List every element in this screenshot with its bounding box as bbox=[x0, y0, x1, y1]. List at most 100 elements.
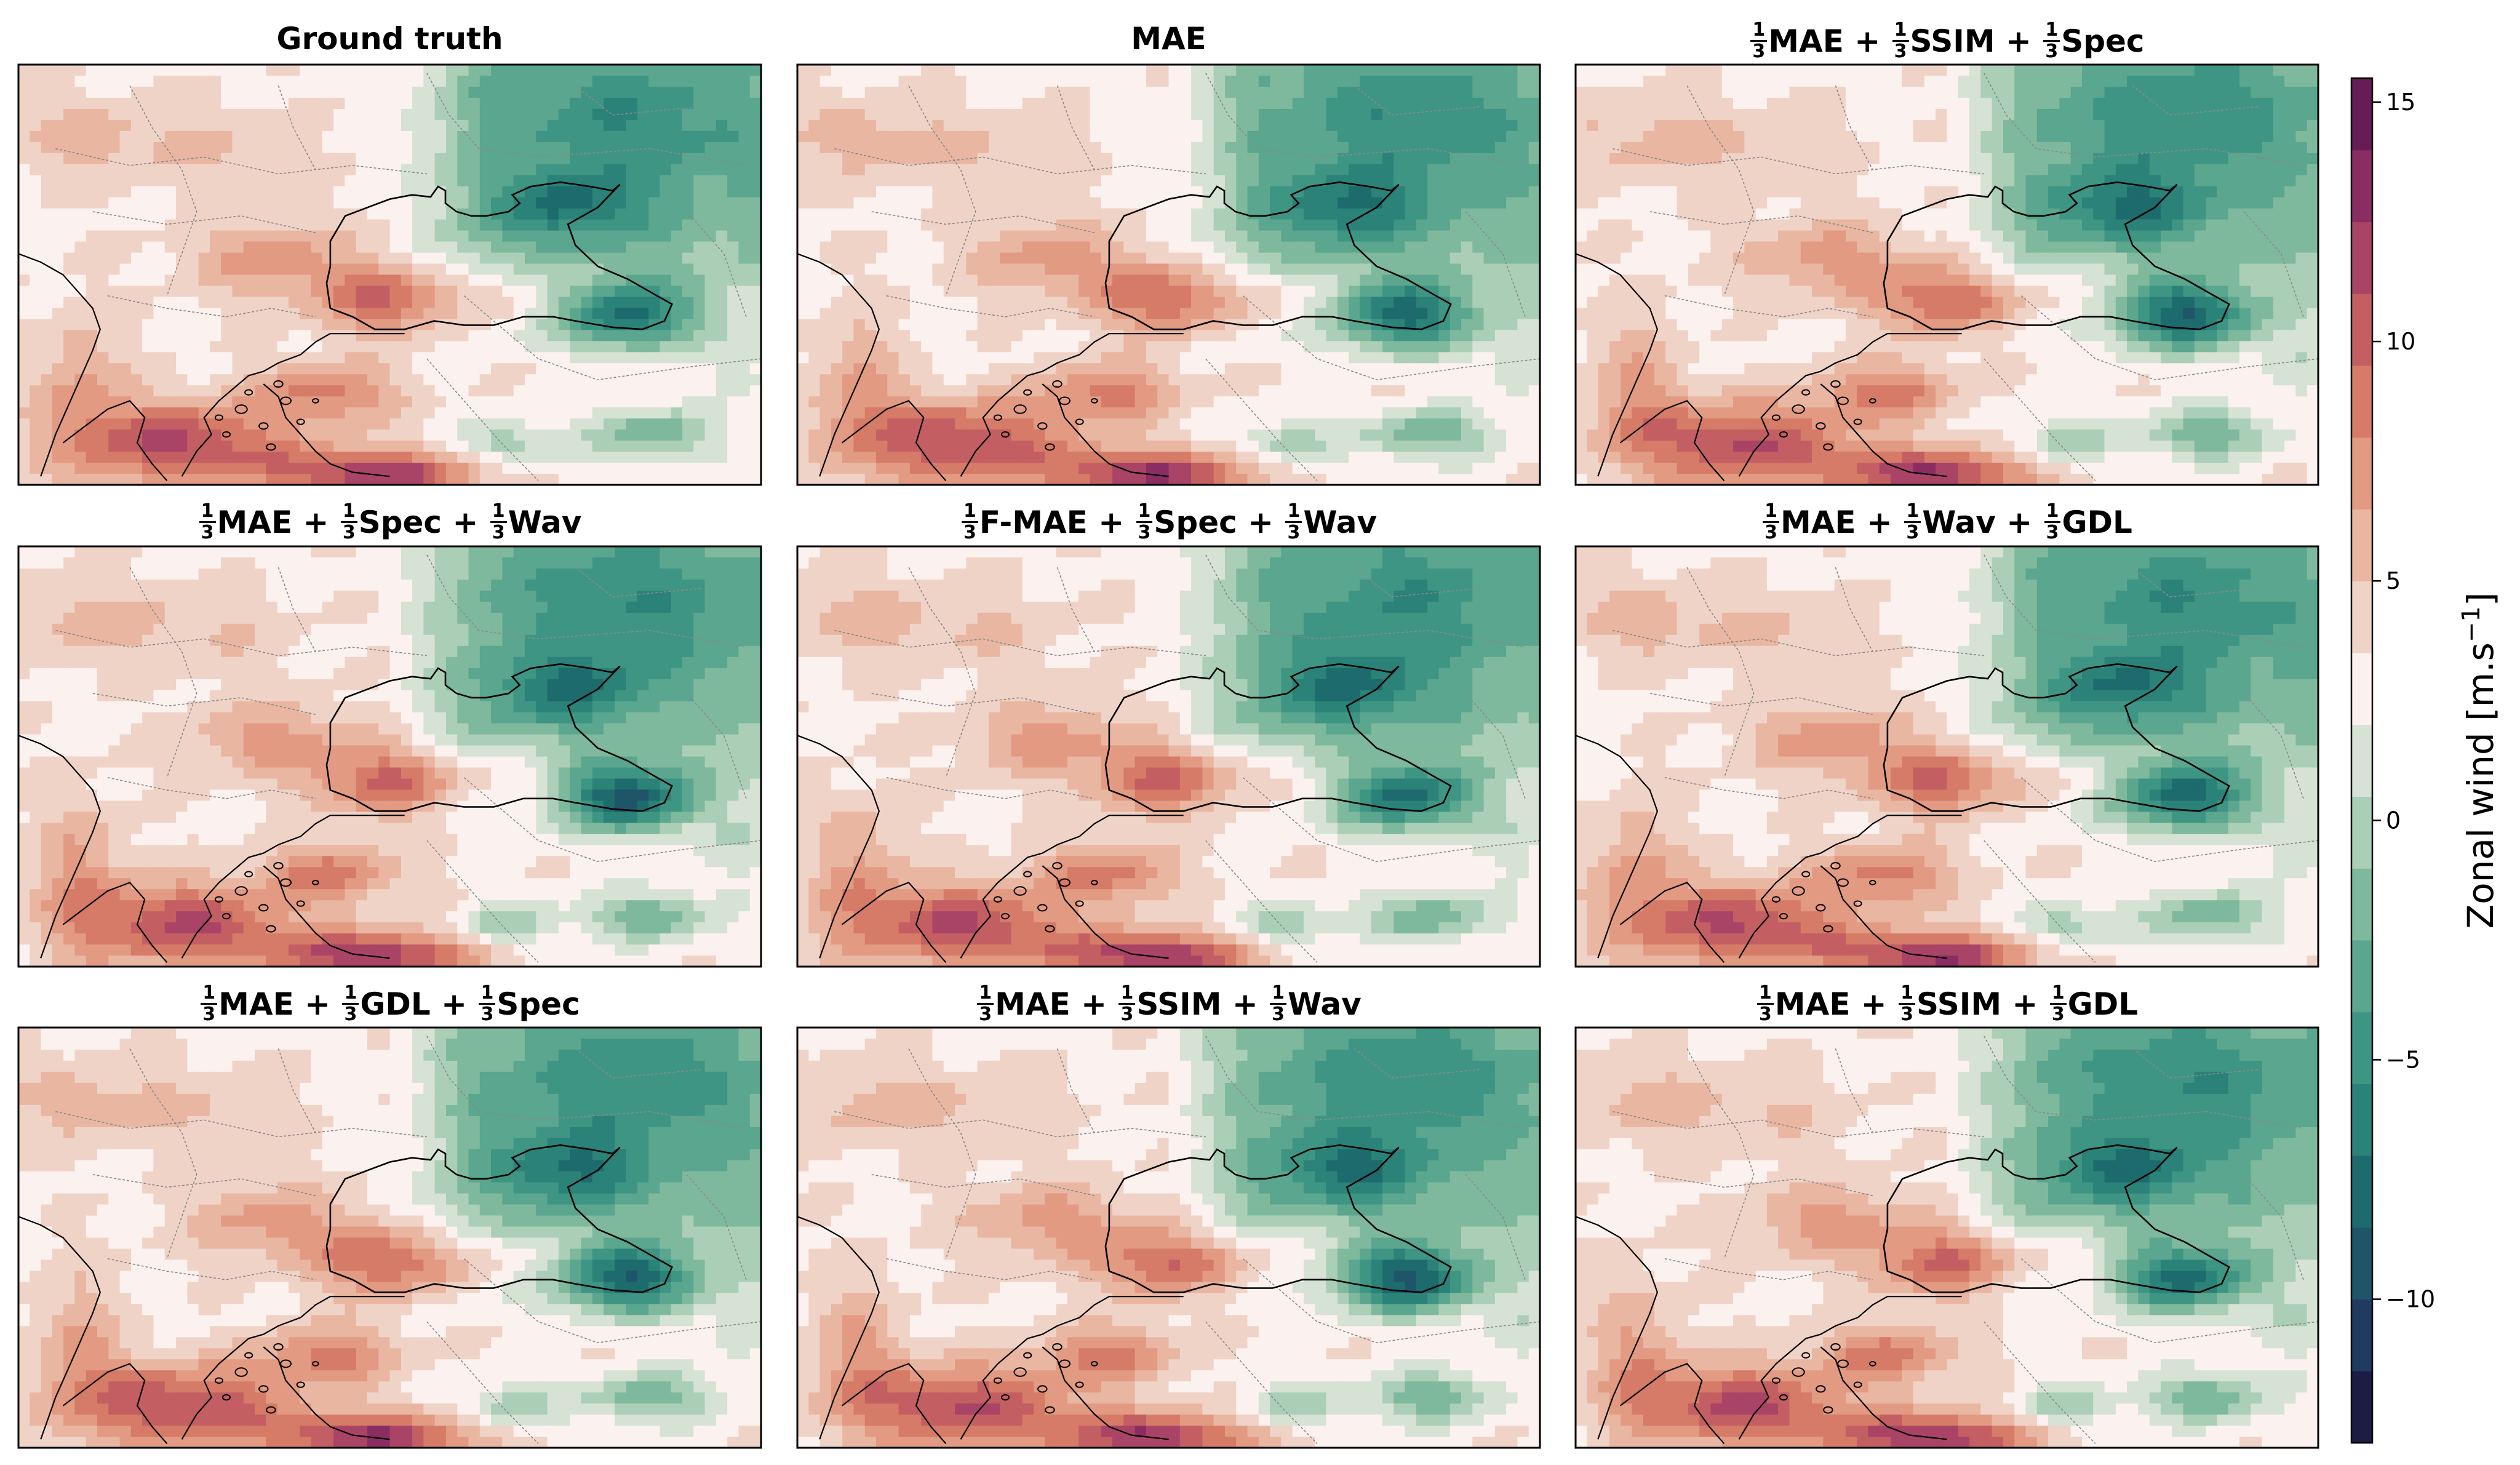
map-cell bbox=[1360, 219, 1372, 231]
map-cell bbox=[18, 274, 31, 287]
map-cell bbox=[378, 363, 391, 375]
map-cell bbox=[693, 241, 706, 253]
map-cell bbox=[876, 385, 888, 397]
map-cell bbox=[63, 97, 76, 110]
map-cell bbox=[1022, 308, 1034, 320]
map-cell bbox=[187, 363, 199, 375]
map-cell bbox=[52, 385, 64, 397]
map-cell bbox=[1022, 363, 1034, 375]
map-cell bbox=[1371, 119, 1383, 132]
map-cell bbox=[1315, 252, 1327, 265]
map-cell bbox=[153, 263, 165, 276]
map-cell bbox=[164, 208, 177, 220]
map-cell bbox=[909, 86, 922, 98]
map-cell bbox=[615, 363, 627, 375]
map-cell bbox=[898, 452, 911, 463]
map-cell bbox=[864, 452, 877, 463]
map-cell bbox=[1337, 164, 1349, 176]
map-cell bbox=[909, 352, 922, 364]
map-cell bbox=[1090, 263, 1102, 276]
map-cell bbox=[1337, 352, 1349, 364]
map-cell bbox=[1494, 97, 1507, 110]
map-cell bbox=[1427, 274, 1440, 287]
map-cell bbox=[1146, 429, 1158, 441]
map-cell bbox=[1461, 330, 1473, 342]
map-cell bbox=[1146, 285, 1158, 298]
map-cell bbox=[1461, 385, 1473, 397]
map-cell bbox=[1405, 308, 1417, 320]
map-cell bbox=[1056, 186, 1068, 198]
map-cell bbox=[547, 463, 559, 474]
map-cell bbox=[738, 274, 751, 287]
map-cell bbox=[491, 197, 503, 209]
map-cell bbox=[955, 285, 967, 298]
map-cell bbox=[1416, 252, 1428, 265]
map-cell bbox=[1303, 75, 1316, 87]
map-cell bbox=[209, 308, 221, 320]
map-cell bbox=[1247, 65, 1259, 76]
map-cell bbox=[221, 197, 233, 209]
map-cell bbox=[943, 75, 955, 87]
map-cell bbox=[1494, 441, 1507, 452]
map-cell bbox=[1202, 175, 1214, 187]
map-cell bbox=[108, 418, 121, 430]
map-cell bbox=[41, 474, 53, 485]
map-cell bbox=[468, 308, 480, 320]
map-cell bbox=[367, 86, 380, 98]
map-cell bbox=[322, 319, 334, 331]
map-cell bbox=[671, 418, 683, 430]
map-cell bbox=[1056, 319, 1068, 331]
map-cell bbox=[536, 463, 548, 474]
map-cell bbox=[1438, 197, 1451, 209]
map-cell bbox=[966, 97, 978, 110]
map-cell bbox=[30, 441, 42, 452]
map-cell bbox=[198, 65, 210, 76]
map-cell bbox=[1517, 341, 1529, 353]
map-cell bbox=[693, 142, 706, 154]
map-cell bbox=[1281, 175, 1293, 187]
map-cell bbox=[648, 285, 661, 298]
map-cell bbox=[1112, 86, 1125, 98]
map-cell bbox=[63, 418, 76, 430]
map-cell bbox=[988, 385, 1000, 397]
map-cell bbox=[266, 352, 278, 364]
map-cell bbox=[876, 330, 888, 342]
map-cell bbox=[345, 241, 357, 253]
map-cell bbox=[1405, 297, 1417, 309]
map-cell bbox=[119, 441, 132, 452]
map-cell bbox=[842, 285, 855, 298]
map-cell bbox=[558, 119, 570, 132]
map-cell bbox=[1360, 452, 1372, 463]
map-cell bbox=[749, 363, 761, 375]
map-cell bbox=[491, 230, 503, 242]
map-cell bbox=[1202, 208, 1214, 220]
map-cell bbox=[345, 175, 357, 187]
map-cell bbox=[1371, 164, 1383, 176]
map-cell bbox=[1022, 341, 1034, 353]
map-cell bbox=[108, 164, 121, 176]
map-cell bbox=[356, 263, 368, 276]
map-cell bbox=[1034, 230, 1046, 242]
map-cell bbox=[1270, 197, 1282, 209]
map-cell bbox=[1168, 197, 1181, 209]
map-cell bbox=[842, 297, 855, 309]
map-cell bbox=[198, 175, 210, 187]
map-cell bbox=[1394, 230, 1406, 242]
map-cell bbox=[86, 396, 98, 408]
map-cell bbox=[898, 86, 911, 98]
map-cell bbox=[716, 108, 728, 121]
map-cell bbox=[457, 86, 469, 98]
map-cell bbox=[1315, 263, 1327, 276]
map-cell bbox=[524, 252, 537, 265]
map-cell bbox=[1146, 164, 1158, 176]
map-cell bbox=[831, 330, 843, 342]
map-cell bbox=[322, 142, 334, 154]
map-cell bbox=[41, 197, 53, 209]
map-cell bbox=[345, 352, 357, 364]
map-cell bbox=[1449, 319, 1462, 331]
map-cell bbox=[808, 474, 821, 485]
map-cell bbox=[1090, 230, 1102, 242]
map-cell bbox=[1191, 341, 1203, 353]
map-cell bbox=[524, 441, 537, 452]
map-cell bbox=[255, 385, 267, 397]
